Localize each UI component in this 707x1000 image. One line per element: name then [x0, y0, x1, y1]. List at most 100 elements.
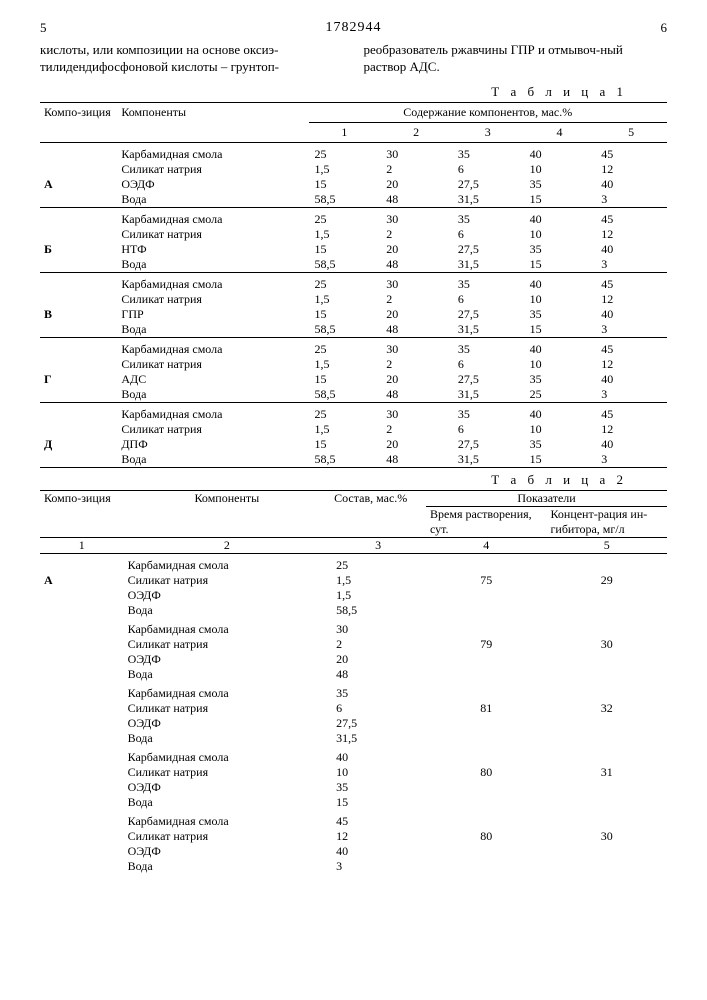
t2-component-name: Силикат натрия [124, 573, 331, 588]
t1-colnum: 3 [452, 122, 524, 142]
t2-sostav-value: 48 [330, 667, 426, 682]
t2-sostav-value: 27,5 [330, 716, 426, 731]
t1-component-name: Вода [117, 452, 308, 468]
t2-component-name: ОЭДФ [124, 716, 331, 731]
t2-colnum: 2 [124, 537, 331, 553]
table1-label: Т а б л и ц а 1 [40, 84, 627, 100]
t1-value: 40 [595, 307, 667, 322]
t2-component-name: Вода [124, 795, 331, 810]
table1: Компо-зицияКомпонентыСодержание компонен… [40, 102, 667, 468]
t1-value: 1,5 [309, 422, 381, 437]
t1-value: 35 [452, 272, 524, 292]
t2-colnum: 3 [330, 537, 426, 553]
t1-value: 1,5 [309, 162, 381, 177]
table2-label: Т а б л и ц а 2 [40, 472, 627, 488]
t2-component-name: Вода [124, 603, 331, 618]
t1-value: 30 [380, 337, 452, 357]
t2-component-name: Карбамидная смола [124, 553, 331, 573]
t2-sostav-value: 45 [330, 810, 426, 829]
t1-value: 40 [524, 142, 596, 162]
t1-component-name: Вода [117, 322, 308, 338]
t2-colnum: 1 [40, 537, 124, 553]
t1-component-name: ДПФ [117, 437, 308, 452]
table2: Компо-зицияКомпонентыСостав, мас.%Показа… [40, 490, 667, 874]
intro-left: кислоты, или композиции на основе оксиэ-… [40, 42, 344, 76]
t1-value: 25 [524, 387, 596, 403]
t1-value: 31,5 [452, 452, 524, 468]
t1-component-name: Вода [117, 257, 308, 273]
t1-value: 58,5 [309, 257, 381, 273]
t1-value: 45 [595, 272, 667, 292]
t1-value: 30 [380, 402, 452, 422]
t1-value: 27,5 [452, 242, 524, 257]
t1-value: 45 [595, 337, 667, 357]
t1-value: 6 [452, 292, 524, 307]
t1-value: 12 [595, 422, 667, 437]
t1-head-components: Компоненты [117, 102, 308, 142]
t1-component-name: Силикат натрия [117, 422, 308, 437]
t1-value: 48 [380, 192, 452, 208]
t1-value: 35 [452, 142, 524, 162]
t2-sostav-value: 6 [330, 701, 426, 716]
doc-number: 1782944 [326, 20, 382, 36]
t2-component-name: ОЭДФ [124, 780, 331, 795]
t1-component-name: Карбамидная смола [117, 402, 308, 422]
t1-value: 3 [595, 322, 667, 338]
t2-component-name: Силикат натрия [124, 637, 331, 652]
t1-value: 15 [524, 257, 596, 273]
t2-component-name: Карбамидная смола [124, 682, 331, 701]
t1-group-label: Д [40, 437, 117, 452]
t1-value: 25 [309, 337, 381, 357]
t1-value: 20 [380, 177, 452, 192]
t1-value: 30 [380, 142, 452, 162]
t1-value: 35 [524, 372, 596, 387]
t2-component-name: Вода [124, 667, 331, 682]
t1-value: 20 [380, 437, 452, 452]
t1-value: 40 [524, 207, 596, 227]
t1-value: 6 [452, 227, 524, 242]
t1-value: 31,5 [452, 192, 524, 208]
t1-value: 48 [380, 257, 452, 273]
t1-value: 31,5 [452, 322, 524, 338]
t1-value: 25 [309, 272, 381, 292]
t1-value: 3 [595, 192, 667, 208]
t1-value: 15 [309, 372, 381, 387]
t2-conc-value: 31 [546, 765, 667, 780]
t1-value: 35 [524, 177, 596, 192]
t1-group-label: А [40, 177, 117, 192]
t1-value: 12 [595, 227, 667, 242]
t2-sostav-value: 20 [330, 652, 426, 667]
t1-value: 58,5 [309, 192, 381, 208]
t1-colnum: 2 [380, 122, 452, 142]
t2-sostav-value: 1,5 [330, 573, 426, 588]
t2-component-name: Силикат натрия [124, 829, 331, 844]
t1-value: 40 [524, 337, 596, 357]
t2-time-value: 75 [426, 573, 546, 588]
t1-value: 25 [309, 402, 381, 422]
t1-group-label: Г [40, 372, 117, 387]
t2-sostav-value: 25 [330, 553, 426, 573]
t1-component-name: Карбамидная смола [117, 142, 308, 162]
t1-value: 25 [309, 142, 381, 162]
t1-value: 15 [524, 192, 596, 208]
t1-value: 15 [524, 452, 596, 468]
page-header: 5 1782944 6 [40, 20, 667, 36]
t2-component-name: Вода [124, 731, 331, 746]
t2-time-value: 81 [426, 701, 546, 716]
t1-value: 15 [309, 242, 381, 257]
t2-component-name: ОЭДФ [124, 588, 331, 603]
t1-value: 48 [380, 322, 452, 338]
t1-value: 35 [524, 242, 596, 257]
page-right: 6 [661, 20, 668, 36]
t1-value: 40 [524, 272, 596, 292]
t1-value: 6 [452, 162, 524, 177]
t1-value: 15 [309, 177, 381, 192]
t2-sostav-value: 35 [330, 780, 426, 795]
t2-head-sostav: Состав, мас.% [330, 490, 426, 537]
t1-value: 27,5 [452, 307, 524, 322]
t1-value: 15 [524, 322, 596, 338]
t1-value: 12 [595, 357, 667, 372]
t1-component-name: Силикат натрия [117, 357, 308, 372]
t1-value: 31,5 [452, 387, 524, 403]
t2-head-time: Время растворения, сут. [426, 506, 546, 537]
